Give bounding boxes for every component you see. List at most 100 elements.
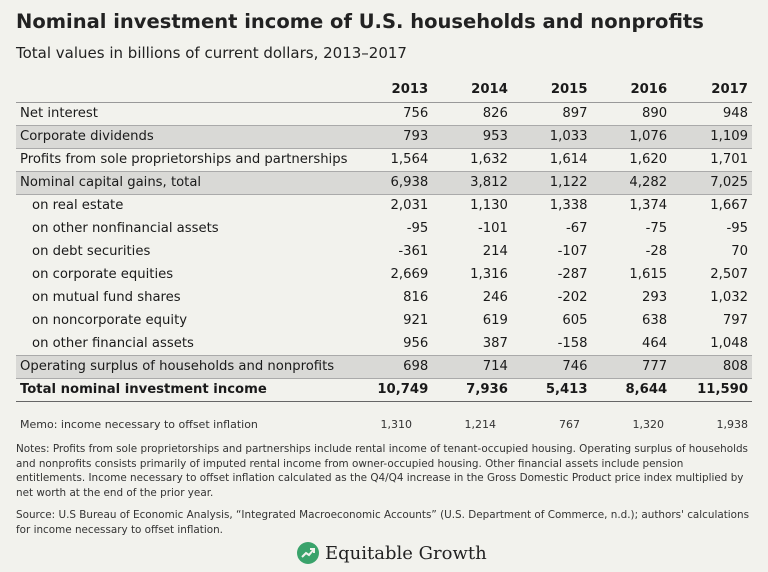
row-value: 793 xyxy=(351,125,433,148)
header-label-cell xyxy=(16,78,351,102)
row-value: 605 xyxy=(562,313,588,328)
row-value: 2,507 xyxy=(710,267,748,282)
memo-value: 1,320 xyxy=(632,417,665,431)
row-value: 10,749 xyxy=(377,382,429,397)
row-value: 1,667 xyxy=(710,198,748,214)
row-value: 714 xyxy=(432,355,512,378)
row-value: -67 xyxy=(565,221,588,236)
equitable-growth-logo: Equitable Growth xyxy=(297,538,487,568)
table-row: on mutual fund shares 816 246 -202 293 1,032 xyxy=(16,286,752,309)
row-value: -28 xyxy=(645,244,668,259)
row-value: 293 xyxy=(642,290,668,305)
investment-income-table: 2013 2014 2015 2016 2017 Net interest 756… xyxy=(16,78,752,402)
memo-value: 1,310 xyxy=(380,417,413,431)
row-value: 890 xyxy=(642,106,668,121)
table-row: on debt securities -361 214 -107 -28 70 xyxy=(16,240,752,263)
row-value: 1,316 xyxy=(470,267,508,282)
row-value: -361 xyxy=(398,244,429,259)
row-value: 2,031 xyxy=(390,198,429,214)
year-header: 2014 xyxy=(471,82,508,98)
row-value: 953 xyxy=(432,125,512,148)
row-value: 897 xyxy=(562,106,588,121)
row-value: 4,282 xyxy=(591,171,672,194)
row-label: on real estate xyxy=(32,198,124,214)
row-value: 1,109 xyxy=(671,125,752,148)
row-value: -101 xyxy=(477,221,508,236)
row-value: 816 xyxy=(403,290,429,305)
row-value: 797 xyxy=(722,313,748,328)
table-header-row: 2013 2014 2015 2016 2017 xyxy=(16,78,752,102)
row-value: -95 xyxy=(406,221,429,236)
row-value: 1,614 xyxy=(549,152,588,167)
table-row: Corporate dividends 793 953 1,033 1,076 1,109 xyxy=(16,125,752,148)
row-value: 638 xyxy=(642,313,668,328)
table-row: on noncorporate equity 921 619 605 638 797 xyxy=(16,309,752,332)
row-value: 1,564 xyxy=(390,152,429,167)
row-value: 956 xyxy=(403,335,429,351)
row-value: 1,076 xyxy=(591,125,672,148)
row-value: 8,644 xyxy=(625,382,668,397)
row-label: Net interest xyxy=(20,106,98,121)
table-row: Operating surplus of households and nonp… xyxy=(16,355,752,378)
row-value: 2,669 xyxy=(390,267,429,282)
table-row: Net interest 756 826 897 890 948 xyxy=(16,102,752,125)
row-value: 777 xyxy=(591,355,672,378)
row-value: 214 xyxy=(482,244,508,259)
table-row: Total nominal investment income 10,749 7,9… xyxy=(16,378,752,401)
memo-value: 767 xyxy=(559,417,580,431)
row-value: 1,048 xyxy=(710,335,748,351)
memo-row: Memo: income necessary to offset inflati… xyxy=(16,414,752,434)
row-value: 1,701 xyxy=(710,152,748,167)
row-value: 826 xyxy=(482,106,508,121)
table-row: on real estate 2,031 1,130 1,338 1,374 1,667 xyxy=(16,194,752,217)
row-label: Total nominal investment income xyxy=(20,382,267,397)
row-value: 1,374 xyxy=(629,198,668,214)
row-value: 1,033 xyxy=(511,125,592,148)
table-row: on corporate equities 2,669 1,316 -287 1,615… xyxy=(16,263,752,286)
table-row: on other financial assets 956 387 -158 464 1,… xyxy=(16,332,752,355)
memo-value: 1,938 xyxy=(716,417,749,431)
row-value: 6,938 xyxy=(351,171,433,194)
row-value: -158 xyxy=(557,335,588,351)
row-label: Operating surplus of households and nonp… xyxy=(16,355,352,378)
trend-up-icon xyxy=(297,542,319,564)
row-value: -107 xyxy=(557,244,588,259)
row-value: 746 xyxy=(511,355,592,378)
year-header: 2013 xyxy=(391,82,429,98)
row-label: Nominal capital gains, total xyxy=(16,171,352,194)
row-value: 1,122 xyxy=(511,171,592,194)
row-value: -287 xyxy=(557,267,588,282)
row-value: 387 xyxy=(482,335,508,351)
row-value: 948 xyxy=(722,106,748,121)
row-value: 246 xyxy=(482,290,508,305)
row-label: Profits from sole proprietorships and pa… xyxy=(20,152,348,167)
row-value: 1,632 xyxy=(470,152,508,167)
row-value: 7,025 xyxy=(671,171,752,194)
row-value: 1,615 xyxy=(629,267,668,282)
year-header: 2016 xyxy=(630,82,668,98)
row-value: -202 xyxy=(557,290,588,305)
row-value: 3,812 xyxy=(432,171,512,194)
notes-text: Notes: Profits from sole proprietorships… xyxy=(16,443,748,499)
row-value: 921 xyxy=(403,313,429,328)
row-label: on mutual fund shares xyxy=(32,290,181,305)
row-label: Corporate dividends xyxy=(16,125,352,148)
table-row: Profits from sole proprietorships and pa… xyxy=(16,148,752,171)
row-value: 756 xyxy=(403,106,429,121)
row-value: -75 xyxy=(645,221,668,236)
memo-label: Memo: income necessary to offset inflati… xyxy=(20,417,258,431)
table-row: Nominal capital gains, total 6,938 3,812 1,… xyxy=(16,171,752,194)
row-label: on other financial assets xyxy=(32,335,194,351)
row-value: 1,032 xyxy=(710,290,748,305)
row-label: on corporate equities xyxy=(32,267,174,282)
memo-table: Memo: income necessary to offset inflati… xyxy=(16,414,752,434)
table-row: on other nonfinancial assets -95 -101 -67 -7… xyxy=(16,217,752,240)
row-label: on other nonfinancial assets xyxy=(32,221,219,236)
row-value: 1,338 xyxy=(549,198,588,214)
row-value: 70 xyxy=(731,244,748,259)
source-text: Source: U.S Bureau of Economic Analysis,… xyxy=(16,509,750,536)
memo-value: 1,214 xyxy=(464,417,497,431)
row-label: on debt securities xyxy=(32,244,151,259)
row-value: 1,130 xyxy=(470,198,508,214)
row-value: 11,590 xyxy=(697,382,748,397)
